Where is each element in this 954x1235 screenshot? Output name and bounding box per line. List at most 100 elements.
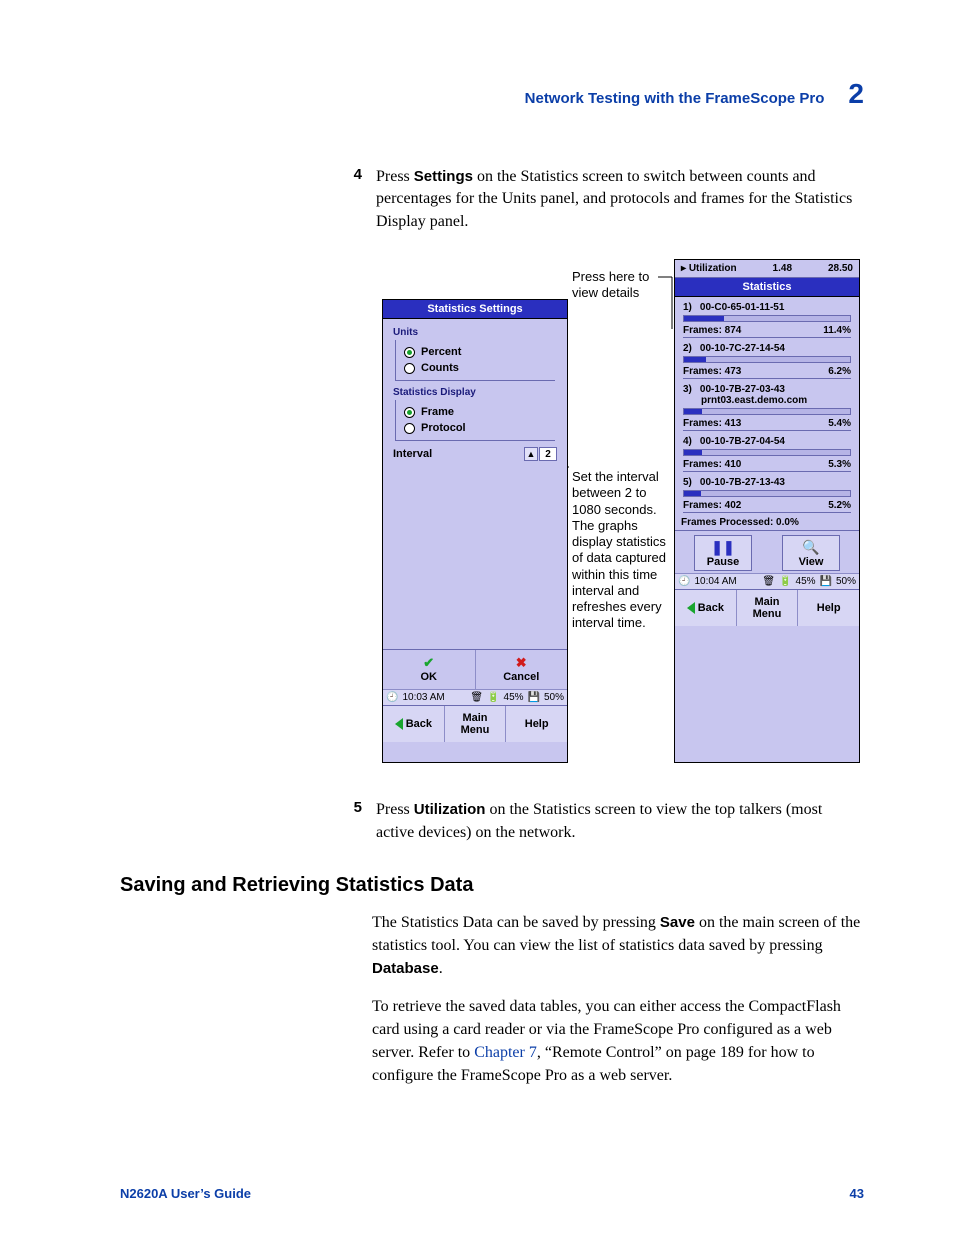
- radio-counts[interactable]: Counts: [404, 360, 551, 376]
- radio-protocol[interactable]: Protocol: [404, 420, 551, 436]
- help-label: Help: [525, 718, 549, 730]
- back-label: Back: [406, 718, 432, 730]
- main-menu-button[interactable]: Main Menu: [737, 590, 799, 626]
- units-group: Percent Counts: [395, 340, 555, 381]
- status-battery: 45%: [796, 576, 816, 587]
- disk-icon: 💾: [528, 692, 540, 703]
- frames-processed: Frames Processed: 0.0%: [675, 513, 859, 530]
- status-time: 10:03 AM: [402, 692, 444, 703]
- step-5: 5 Press Utilization on the Statistics sc…: [350, 799, 864, 844]
- back-arrow-icon: [395, 718, 403, 730]
- back-button[interactable]: Back: [675, 590, 737, 626]
- battery-icon: 🔋: [487, 692, 499, 703]
- ok-cancel-row: ✔ OK ✖ Cancel: [383, 649, 567, 689]
- screenshot-figure: Press here to view details Set the inter…: [382, 259, 864, 775]
- callout-press-here: Press here to view details: [572, 269, 672, 302]
- step-4: 4 Press Settings on the Statistics scree…: [350, 166, 864, 233]
- radio-icon: [404, 347, 415, 358]
- battery-icon: 🔋: [779, 576, 791, 587]
- spacer: [383, 471, 567, 649]
- status-disk: 50%: [544, 692, 564, 703]
- pause-button[interactable]: ❚❚ Pause: [694, 535, 752, 571]
- radio-icon: [404, 423, 415, 434]
- ok-button[interactable]: ✔ OK: [383, 650, 476, 689]
- utilization-value-a: 1.48: [773, 263, 792, 274]
- radio-label: Percent: [421, 346, 461, 358]
- footer-guide-title: N2620A User’s Guide: [120, 1186, 251, 1201]
- step-number: 4: [350, 166, 362, 233]
- chapter-link[interactable]: Chapter 7: [474, 1044, 537, 1061]
- statistics-titlebar: Statistics: [675, 278, 859, 297]
- clock-icon: 🕘: [386, 692, 398, 703]
- settings-panel: Units Percent Counts Statistics Display: [387, 323, 563, 467]
- settings-screen: Statistics Settings Units Percent Counts…: [382, 299, 568, 763]
- status-bar: 🕘 10:04 AM 🗑 🔋 45% 💾 50%: [675, 573, 859, 589]
- header-chapter-number: 2: [848, 78, 864, 110]
- stat-item[interactable]: 4)00-10-7B-27-04-54Frames: 4105.3%: [679, 434, 855, 472]
- stat-item[interactable]: 5)00-10-7B-27-13-43Frames: 4025.2%: [679, 475, 855, 513]
- trash-icon: 🗑: [470, 692, 483, 703]
- radio-icon: [404, 407, 415, 418]
- radio-label: Counts: [421, 362, 459, 374]
- radio-percent[interactable]: Percent: [404, 344, 551, 360]
- cancel-button[interactable]: ✖ Cancel: [476, 650, 568, 689]
- back-button[interactable]: Back: [383, 706, 445, 742]
- back-arrow-icon: [687, 602, 695, 614]
- stat-item[interactable]: 1)00-C0-65-01-11-51Frames: 87411.4%: [679, 300, 855, 338]
- radio-label: Frame: [421, 406, 454, 418]
- nav-row: Back Main Menu Help: [383, 705, 567, 742]
- interval-row: Interval ▲ 2: [393, 447, 557, 461]
- radio-icon: [404, 363, 415, 374]
- status-time: 10:04 AM: [694, 576, 736, 587]
- pause-label: Pause: [707, 556, 739, 568]
- stat-item[interactable]: 2)00-10-7C-27-14-54Frames: 4736.2%: [679, 341, 855, 379]
- display-group: Frame Protocol: [395, 400, 555, 441]
- nav-row: Back Main Menu Help: [675, 589, 859, 626]
- status-disk: 50%: [836, 576, 856, 587]
- callout-interval: Set the interval between 2 to 1080 secon…: [572, 469, 672, 632]
- view-label: View: [799, 556, 824, 568]
- utilization-label: Utilization: [689, 263, 737, 274]
- interval-spinner[interactable]: ▲ 2: [524, 447, 557, 461]
- cancel-label: Cancel: [503, 671, 539, 683]
- header-title: Network Testing with the FrameScope Pro: [525, 90, 825, 107]
- x-icon: ✖: [476, 656, 568, 669]
- main-menu-button[interactable]: Main Menu: [445, 706, 507, 742]
- radio-frame[interactable]: Frame: [404, 404, 551, 420]
- body-para-1: The Statistics Data can be saved by pres…: [372, 911, 864, 981]
- help-button[interactable]: Help: [798, 590, 859, 626]
- settings-titlebar: Statistics Settings: [383, 300, 567, 319]
- back-label: Back: [698, 602, 724, 614]
- step-text: Press Settings on the Statistics screen …: [376, 166, 864, 233]
- ok-label: OK: [421, 671, 438, 683]
- help-label: Help: [817, 602, 841, 614]
- display-group-label: Statistics Display: [393, 387, 557, 398]
- stat-item[interactable]: 3)00-10-7B-27-03-43prnt03.east.demo.comF…: [679, 382, 855, 431]
- pause-icon: ❚❚: [697, 540, 749, 554]
- magnifier-icon: 🔍: [785, 540, 837, 554]
- main-menu-label: Main Menu: [739, 596, 796, 620]
- utilization-value-b: 28.50: [828, 263, 853, 274]
- clock-icon: 🕘: [678, 576, 690, 587]
- section-heading: Saving and Retrieving Statistics Data: [120, 874, 864, 897]
- interval-value: 2: [539, 447, 557, 461]
- help-button[interactable]: Help: [506, 706, 567, 742]
- statistics-screen: ▸ Utilization 1.48 28.50 Statistics 1)00…: [674, 259, 860, 763]
- footer-page-number: 43: [850, 1186, 864, 1201]
- page-footer: N2620A User’s Guide 43: [120, 1186, 864, 1201]
- status-battery: 45%: [504, 692, 524, 703]
- step-number: 5: [350, 799, 362, 844]
- body-para-2: To retrieve the saved data tables, you c…: [372, 995, 864, 1088]
- radio-label: Protocol: [421, 422, 466, 434]
- pause-view-row: ❚❚ Pause 🔍 View: [675, 530, 859, 573]
- utilization-row[interactable]: ▸ Utilization 1.48 28.50: [675, 260, 859, 278]
- page-header: Network Testing with the FrameScope Pro …: [120, 78, 864, 110]
- interval-label: Interval: [393, 448, 432, 460]
- statistics-list: 1)00-C0-65-01-11-51Frames: 87411.4%2)00-…: [675, 300, 859, 513]
- status-bar: 🕘 10:03 AM 🗑 🔋 45% 💾 50%: [383, 689, 567, 705]
- spinner-up-icon[interactable]: ▲: [524, 447, 538, 461]
- view-button[interactable]: 🔍 View: [782, 535, 840, 571]
- disk-icon: 💾: [820, 576, 832, 587]
- units-group-label: Units: [393, 327, 557, 338]
- step-text: Press Utilization on the Statistics scre…: [376, 799, 864, 844]
